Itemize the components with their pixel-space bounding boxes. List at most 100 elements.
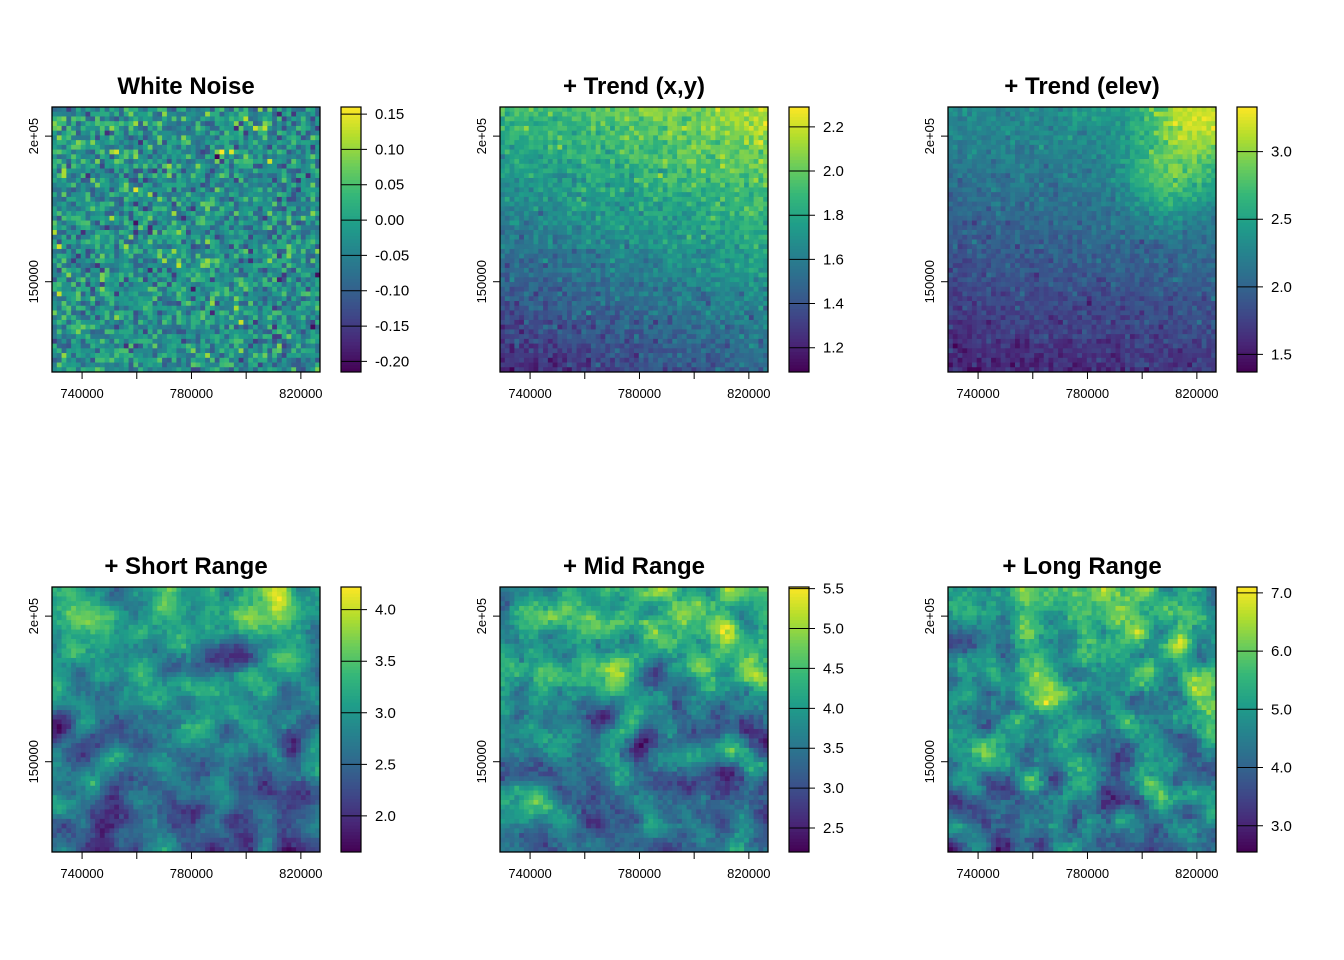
raster-cell bbox=[301, 202, 306, 207]
raster-cell bbox=[591, 240, 596, 245]
raster-cell bbox=[234, 240, 239, 245]
raster-cell bbox=[615, 126, 620, 131]
colorbar-swatch bbox=[341, 355, 361, 359]
raster-cell bbox=[172, 306, 177, 311]
raster-cell bbox=[153, 287, 158, 292]
raster-cell bbox=[711, 107, 716, 112]
raster-cell bbox=[224, 282, 229, 287]
raster-cell bbox=[538, 249, 543, 254]
raster-cell bbox=[191, 211, 196, 216]
raster-cell bbox=[505, 116, 510, 121]
raster-cell bbox=[557, 206, 562, 211]
raster-cell bbox=[263, 282, 268, 287]
raster-cell bbox=[668, 202, 673, 207]
raster-cell bbox=[672, 159, 677, 164]
raster-cell bbox=[109, 145, 114, 150]
raster-cell bbox=[267, 159, 272, 164]
raster-cell bbox=[529, 121, 534, 126]
raster-cell bbox=[725, 235, 730, 240]
raster-cell bbox=[81, 202, 86, 207]
raster-cell bbox=[66, 282, 71, 287]
raster-cell bbox=[167, 225, 172, 230]
raster-cell bbox=[620, 216, 625, 221]
raster-cell bbox=[291, 287, 296, 292]
raster-cell bbox=[253, 320, 258, 325]
raster-cell bbox=[672, 112, 677, 117]
raster-cell bbox=[258, 325, 263, 330]
raster-cell bbox=[639, 126, 644, 131]
raster-cell bbox=[143, 140, 148, 145]
raster-cell bbox=[629, 244, 634, 249]
raster-cell bbox=[81, 112, 86, 117]
raster-cell bbox=[620, 116, 625, 121]
raster-cell bbox=[572, 183, 577, 188]
raster-cell bbox=[153, 301, 158, 306]
raster-cell bbox=[653, 154, 658, 159]
raster-cell bbox=[720, 206, 725, 211]
raster-cell bbox=[62, 154, 67, 159]
raster-cell bbox=[157, 287, 162, 292]
raster-cell bbox=[596, 154, 601, 159]
raster-cell bbox=[90, 287, 95, 292]
raster-cell bbox=[148, 363, 153, 368]
raster-cell bbox=[581, 202, 586, 207]
raster-cell bbox=[296, 268, 301, 273]
raster-cell bbox=[301, 339, 306, 344]
raster-cell bbox=[291, 230, 296, 235]
raster-cell bbox=[668, 131, 673, 136]
raster-cell bbox=[267, 235, 272, 240]
raster-cell bbox=[76, 131, 81, 136]
raster-cell bbox=[243, 353, 248, 358]
raster-cell bbox=[715, 240, 720, 245]
raster-cell bbox=[514, 240, 519, 245]
raster-cell bbox=[730, 169, 735, 174]
raster-cell bbox=[76, 301, 81, 306]
raster-cell bbox=[239, 268, 244, 273]
raster-cell bbox=[181, 320, 186, 325]
raster-cell bbox=[529, 150, 534, 155]
raster-cell bbox=[224, 334, 229, 339]
raster-cell bbox=[668, 230, 673, 235]
raster-cell bbox=[71, 159, 76, 164]
raster-cell bbox=[124, 344, 129, 349]
raster-cell bbox=[76, 107, 81, 112]
raster-cell bbox=[744, 221, 749, 226]
raster-cell bbox=[105, 273, 110, 278]
raster-cell bbox=[715, 225, 720, 230]
raster-cell bbox=[562, 116, 567, 121]
raster-cell bbox=[95, 334, 100, 339]
raster-cell bbox=[258, 339, 263, 344]
raster-cell bbox=[52, 258, 57, 263]
raster-cell bbox=[529, 112, 534, 117]
raster-cell bbox=[720, 225, 725, 230]
raster-cell bbox=[129, 292, 134, 297]
raster-cell bbox=[52, 206, 57, 211]
raster-cell bbox=[306, 363, 311, 368]
raster-cell bbox=[76, 169, 81, 174]
raster-cell bbox=[263, 159, 268, 164]
raster-cell bbox=[739, 159, 744, 164]
raster-cell bbox=[100, 363, 105, 368]
raster-cell bbox=[301, 277, 306, 282]
raster-cell bbox=[215, 169, 220, 174]
raster-cell bbox=[677, 206, 682, 211]
raster-cell bbox=[591, 202, 596, 207]
raster-cell bbox=[100, 112, 105, 117]
raster-cell bbox=[205, 240, 210, 245]
raster-cell bbox=[109, 131, 114, 136]
raster-cell bbox=[191, 116, 196, 121]
raster-cell bbox=[696, 178, 701, 183]
raster-cell bbox=[196, 150, 201, 155]
x-tick-label: 820000 bbox=[279, 386, 322, 401]
raster-cell bbox=[567, 249, 572, 254]
x-tick-label: 740000 bbox=[60, 386, 103, 401]
raster-cell bbox=[71, 164, 76, 169]
raster-cell bbox=[668, 225, 673, 230]
raster-cell bbox=[162, 296, 167, 301]
raster-cell bbox=[143, 310, 148, 315]
raster-cell bbox=[191, 140, 196, 145]
raster-cell bbox=[500, 187, 505, 192]
raster-cell bbox=[500, 164, 505, 169]
raster-cell bbox=[711, 197, 716, 202]
raster-cell bbox=[200, 192, 205, 197]
